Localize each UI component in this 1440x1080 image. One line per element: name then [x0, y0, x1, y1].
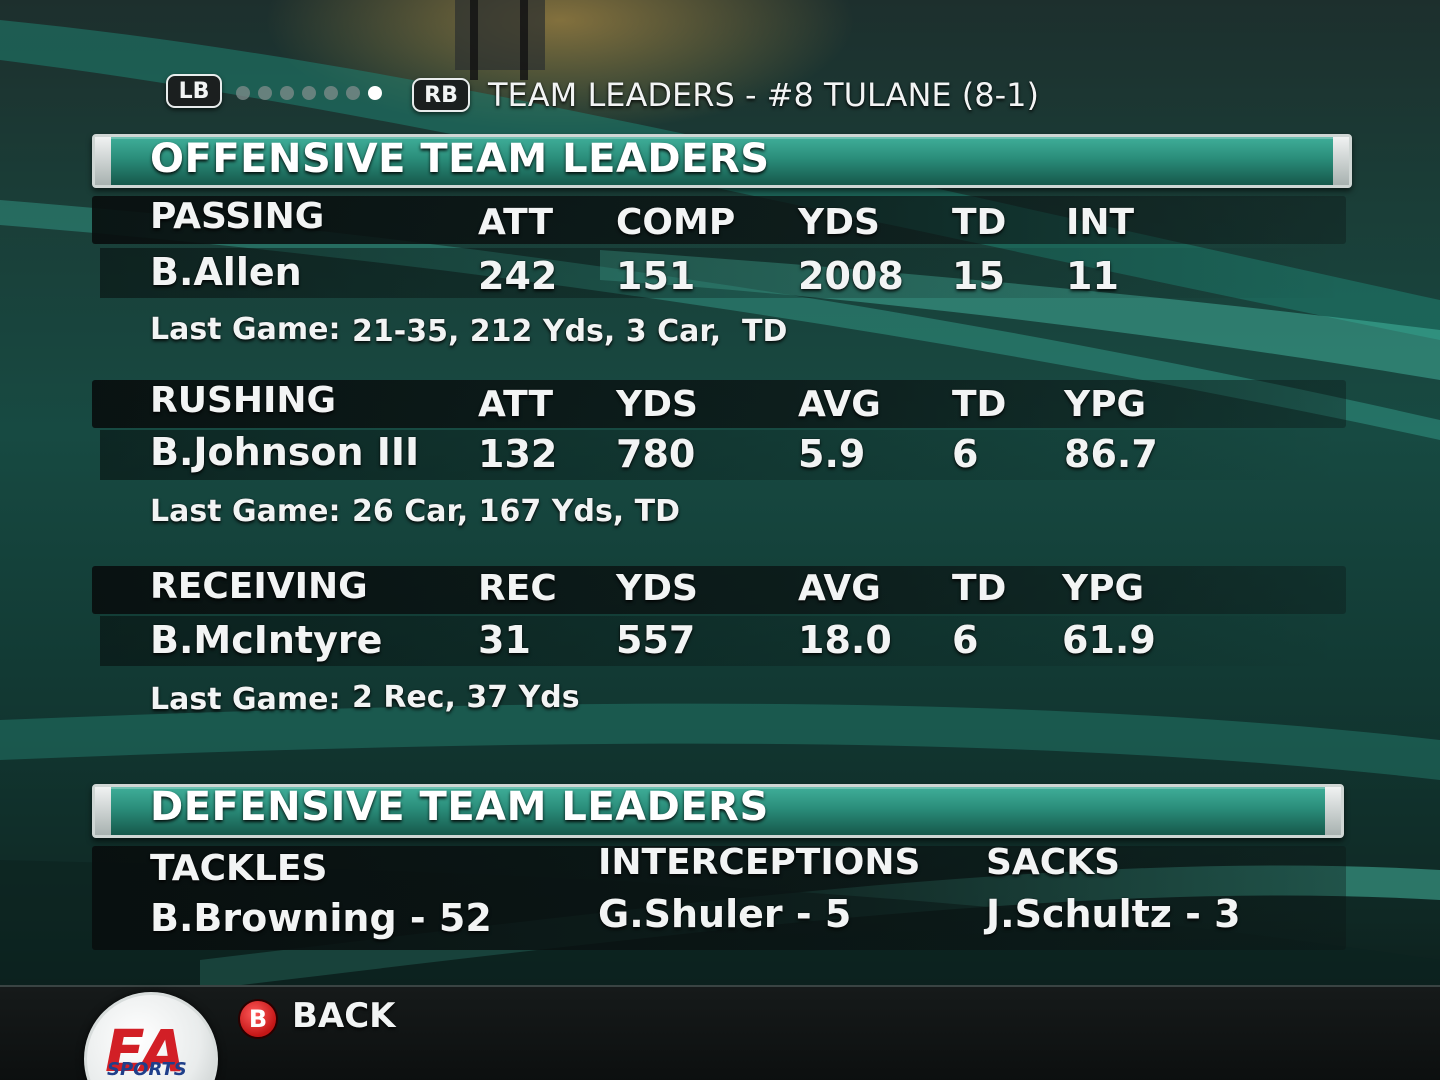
page-title: TEAM LEADERS - #8 TULANE (8-1) [488, 76, 1039, 114]
passing-col-comp: COMP [616, 202, 736, 243]
passing-int-value: 11 [1066, 254, 1119, 298]
rushing-ypg-value: 86.7 [1064, 432, 1158, 476]
ea-logo-mark: EA [105, 1017, 185, 1080]
passing-col-att: ATT [478, 202, 554, 243]
receiving-last-game-value: 2 Rec, 37 Yds [352, 680, 580, 715]
defense-leaders-strip [92, 846, 1346, 950]
page-dot-active [368, 86, 382, 100]
rushing-last-game-label: Last Game: [150, 494, 341, 529]
rushing-row-shade [100, 430, 1346, 480]
rushing-col-avg: AVG [798, 384, 881, 425]
ea-logo-sports: SPORTS [107, 1059, 187, 1080]
page-dot [324, 86, 338, 100]
rushing-yds-value: 780 [616, 432, 696, 476]
back-button-label[interactable]: BACK [292, 996, 396, 1036]
receiving-col-ypg: YPG [1062, 568, 1145, 609]
passing-td-value: 15 [952, 254, 1005, 298]
interceptions-leader: G.Shuler - 5 [598, 892, 852, 936]
passing-header-strip [92, 196, 1346, 244]
rushing-last-game-value: 26 Car, 167 Yds, TD [352, 494, 681, 529]
passing-leader-name: B.Allen [150, 250, 302, 294]
passing-col-td: TD [952, 202, 1007, 243]
banner-right-cap [1325, 787, 1341, 835]
banner-right-cap [1333, 137, 1349, 185]
b-button-icon[interactable]: B [238, 999, 278, 1039]
receiving-ypg-value: 61.9 [1062, 618, 1156, 662]
page-dot [302, 86, 316, 100]
footer-bar [0, 985, 1440, 1080]
passing-col-yds: YDS [798, 202, 880, 243]
rb-label: RB [424, 82, 458, 108]
receiving-row-shade [100, 616, 1346, 666]
receiving-leader-name: B.McIntyre [150, 618, 383, 662]
defense-section-title: DEFENSIVE TEAM LEADERS [150, 784, 769, 830]
receiving-td-value: 6 [952, 618, 979, 662]
rushing-att-value: 132 [478, 432, 558, 476]
receiving-col-rec: REC [478, 568, 557, 609]
passing-last-game-label: Last Game: [150, 312, 341, 347]
rushing-category-label: RUSHING [150, 380, 337, 421]
banner-left-cap [95, 137, 111, 185]
receiving-header-strip [92, 566, 1346, 614]
rushing-leader-name: B.Johnson III [150, 430, 420, 474]
tackles-label: TACKLES [150, 848, 328, 889]
rushing-col-att: ATT [478, 384, 554, 425]
passing-yds-value: 2008 [798, 254, 904, 298]
passing-last-game-value: 21-35, 212 Yds, 3 Car, TD [352, 314, 788, 349]
lb-bumper-button[interactable]: LB [166, 74, 222, 108]
offense-section-banner [92, 134, 1352, 188]
receiving-rec-value: 31 [478, 618, 531, 662]
b-button-glyph: B [248, 1005, 268, 1033]
rushing-col-ypg: YPG [1064, 384, 1147, 425]
rushing-td-value: 6 [952, 432, 979, 476]
page-dot [280, 86, 294, 100]
passing-category-label: PASSING [150, 196, 325, 237]
rushing-avg-value: 5.9 [798, 432, 866, 476]
rushing-col-td: TD [952, 384, 1007, 425]
banner-left-cap [95, 787, 111, 835]
defense-section-banner [92, 784, 1344, 838]
receiving-yds-value: 557 [616, 618, 696, 662]
passing-row-shade [100, 248, 1346, 298]
passing-att-value: 242 [478, 254, 558, 298]
page-indicator [236, 86, 382, 100]
passing-col-int: INT [1066, 202, 1135, 243]
receiving-category-label: RECEIVING [150, 566, 368, 607]
rushing-col-yds: YDS [616, 384, 698, 425]
sacks-leader: J.Schultz - 3 [986, 892, 1241, 936]
receiving-col-yds: YDS [616, 568, 698, 609]
receiving-last-game-label: Last Game: [150, 682, 341, 717]
offense-section-title: OFFENSIVE TEAM LEADERS [150, 136, 770, 182]
tackles-leader: B.Browning - 52 [150, 896, 492, 940]
sacks-label: SACKS [986, 842, 1121, 883]
rb-bumper-button[interactable]: RB [412, 78, 470, 112]
receiving-col-avg: AVG [798, 568, 881, 609]
receiving-col-td: TD [952, 568, 1007, 609]
page-dot [346, 86, 360, 100]
receiving-avg-value: 18.0 [798, 618, 892, 662]
page-dot [236, 86, 250, 100]
passing-comp-value: 151 [616, 254, 696, 298]
lb-label: LB [178, 78, 210, 104]
rushing-header-strip [92, 380, 1346, 428]
interceptions-label: INTERCEPTIONS [598, 842, 921, 883]
page-dot [258, 86, 272, 100]
